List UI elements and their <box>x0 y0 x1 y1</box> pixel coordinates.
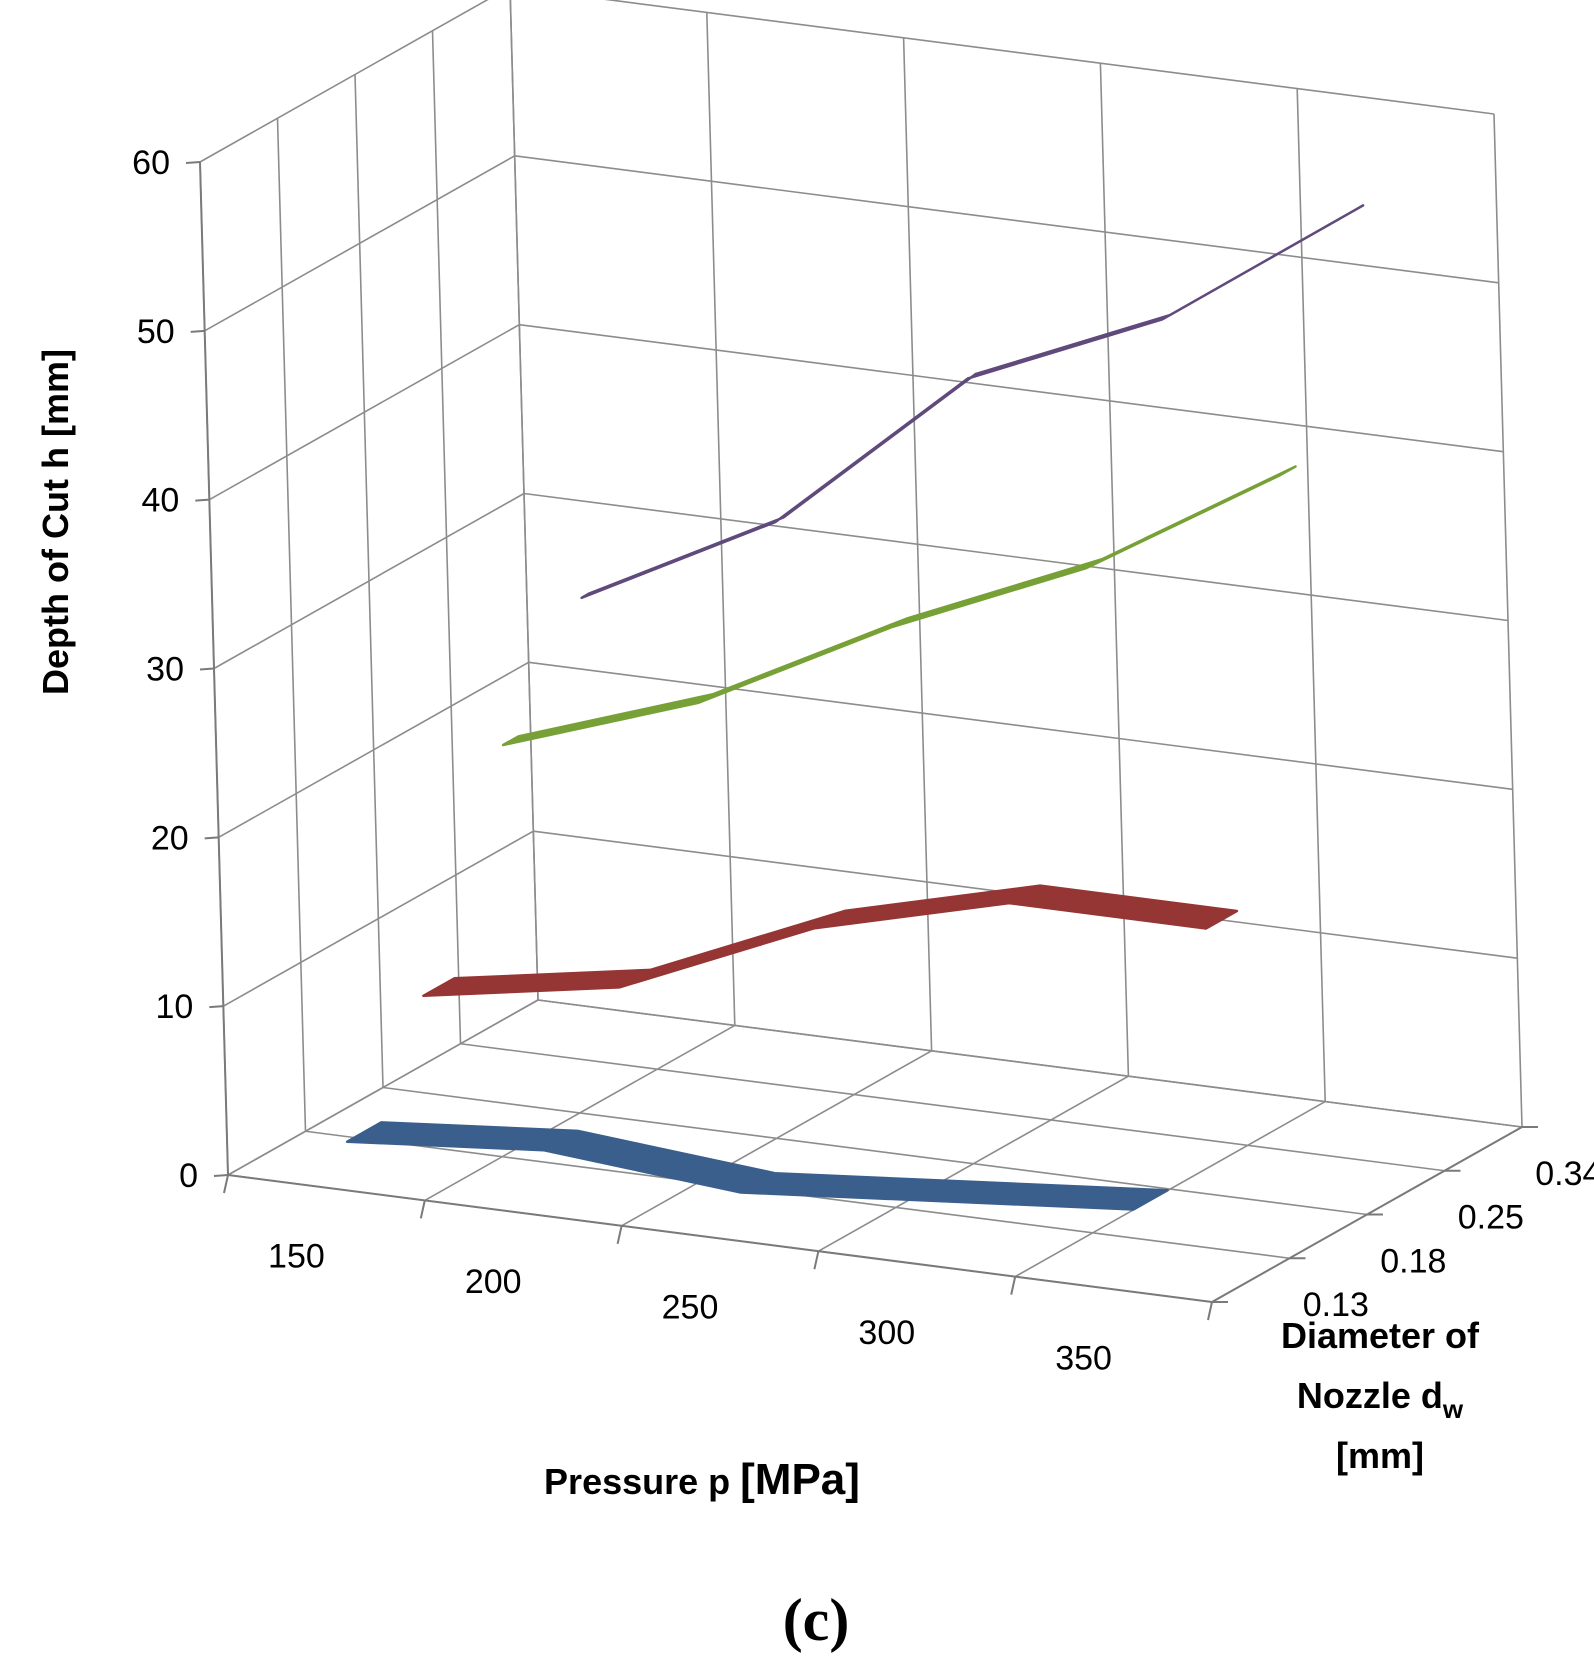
back-wall-hgrid <box>514 155 1499 284</box>
x-tick-mark <box>616 1225 623 1245</box>
y-tick-mark <box>209 1005 224 1009</box>
back-wall-hgrid <box>528 661 1513 791</box>
series-0.34 <box>580 204 1365 600</box>
series-0.18 <box>422 884 1239 998</box>
x-tick-label: 250 <box>662 1289 719 1327</box>
x-tick-mark <box>1207 1301 1213 1321</box>
floor-grid-z <box>460 1042 1445 1172</box>
y-tick-mark <box>190 329 205 333</box>
back-wall-vgrid <box>1296 88 1326 1102</box>
y-tick-label: 10 <box>156 988 194 1026</box>
y-axis-title: Depth of Cut h [mm] <box>35 349 76 695</box>
floor-grid-z <box>382 1086 1368 1216</box>
x-tick-label: 200 <box>465 1263 522 1301</box>
x-tick-label: 300 <box>858 1314 915 1352</box>
side-wall-vgrid <box>354 74 384 1088</box>
back-wall-vgrid <box>902 37 933 1051</box>
back-wall-hgrid <box>523 492 1509 622</box>
z-tick-label: 0.25 <box>1458 1199 1524 1237</box>
z-tick-labels: 0.13 0.18 0.25 0.34 <box>1212 1126 1594 1324</box>
back-wall-hgrid <box>604 0 1495 115</box>
series-0.13 <box>345 1121 1169 1211</box>
side-wall-vgrid <box>509 0 539 1001</box>
y-tick-label: 30 <box>146 651 184 689</box>
floor-grid-z <box>537 999 1523 1128</box>
x-axis-title: Pressure p [MPa] <box>544 1455 860 1504</box>
y-tick-mark <box>185 161 201 164</box>
y-tick-mark <box>195 498 210 502</box>
y-tick-mark <box>213 1174 229 1177</box>
panel-label: (c) <box>783 1587 850 1653</box>
side-wall-grid <box>199 0 539 1176</box>
x-tick-mark <box>419 1200 426 1219</box>
floor-grid <box>227 999 1523 1303</box>
x-tick-mark <box>1010 1276 1017 1295</box>
z-axis-title-line-2: Nozzle dw <box>1297 1375 1464 1424</box>
y-tick-label: 40 <box>142 482 180 520</box>
x-tick-label: 150 <box>268 1238 325 1276</box>
x-tick-labels: 150 200 250 300 350 <box>223 1174 1213 1377</box>
y-tick-label: 20 <box>151 819 189 857</box>
back-wall-vgrid <box>1099 63 1130 1077</box>
y-tick-label: 0 <box>179 1157 198 1195</box>
y-tick-label: 60 <box>132 144 170 182</box>
series-ribbon-0.34 <box>580 204 1365 600</box>
z-axis-title-line-1: Diameter of <box>1281 1315 1480 1356</box>
z-axis-title-subscript: w <box>1442 1394 1464 1424</box>
z-tick-label: 0.34 <box>1535 1155 1594 1193</box>
z-tick-label: 0.18 <box>1380 1242 1446 1280</box>
y-tick-label: 50 <box>137 313 175 351</box>
series-ribbon-0.18 <box>422 884 1239 998</box>
x-axis-line <box>227 1174 1213 1303</box>
y-tick-labels: 0 10 20 30 40 50 60 <box>132 144 229 1195</box>
series-ribbons <box>345 204 1365 1211</box>
y-tick-mark <box>204 836 219 840</box>
back-wall-vgrid <box>706 12 736 1026</box>
x-tick-mark <box>813 1250 820 1270</box>
side-wall-vgrid <box>276 118 307 1132</box>
x-tick-mark <box>223 1174 229 1194</box>
series-ribbon-0.25 <box>501 465 1297 747</box>
x-axis-title-unit: [MPa] <box>740 1455 860 1504</box>
back-wall-grid <box>509 0 1523 1128</box>
y-tick-mark <box>199 667 215 671</box>
z-axis-title-line-3: [mm] <box>1336 1435 1424 1476</box>
x-tick-label: 350 <box>1055 1339 1112 1377</box>
z-tick-label: 0.13 <box>1303 1286 1369 1324</box>
back-wall-vgrid <box>1493 113 1523 1128</box>
series-ribbon-0.13 <box>345 1121 1169 1211</box>
side-wall-vgrid <box>431 30 462 1044</box>
back-wall-hgrid <box>519 323 1504 453</box>
series-0.25 <box>501 465 1297 747</box>
